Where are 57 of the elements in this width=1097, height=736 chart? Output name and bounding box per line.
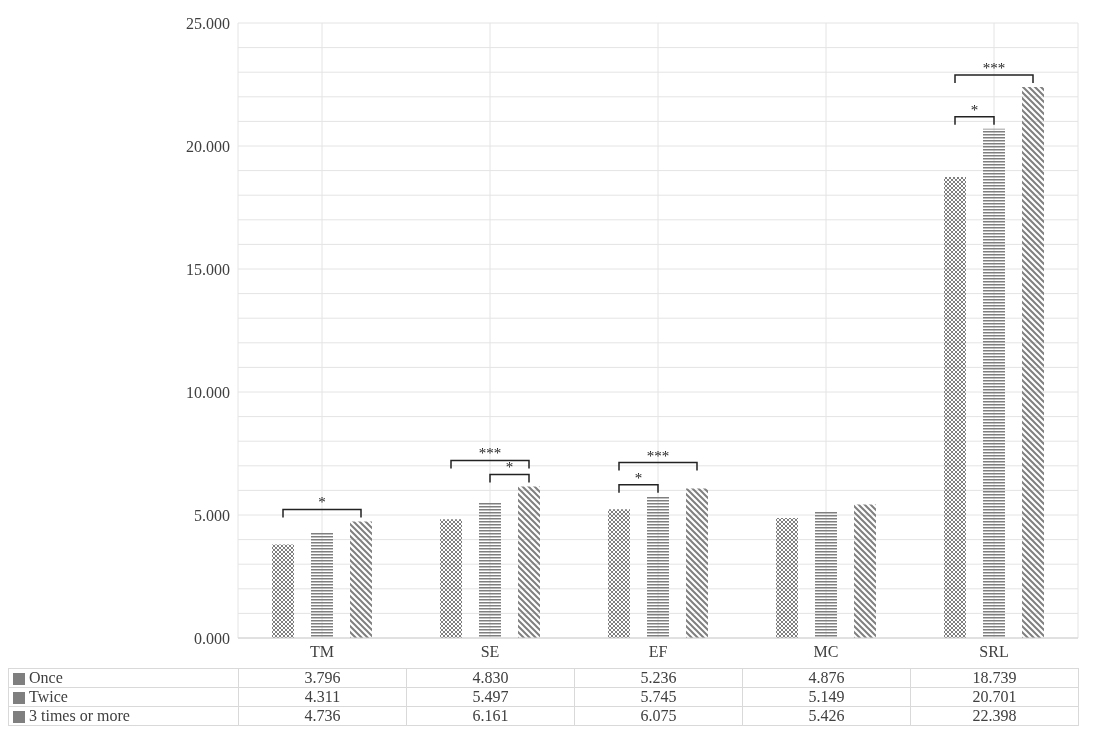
- x-tick-label: TM: [310, 643, 334, 661]
- y-tick-label: 10.000: [186, 383, 230, 401]
- bar: [1022, 87, 1044, 638]
- bar: [350, 521, 372, 638]
- data-label: 18.739: [910, 668, 1079, 688]
- significance-bracket: ***: [954, 60, 1034, 84]
- bar: [815, 511, 837, 638]
- annotation: *: [505, 459, 514, 476]
- legend-label: 3 times or more: [8, 706, 239, 726]
- data-label: 6.075: [574, 706, 743, 726]
- significance-bracket: *: [618, 469, 659, 494]
- annotation: *: [970, 101, 979, 118]
- annotation: ***: [478, 445, 502, 462]
- y-tick-label: 20.000: [186, 137, 230, 155]
- bar: [854, 504, 876, 638]
- data-label: 3.796: [238, 668, 407, 688]
- bar: [944, 177, 966, 638]
- y-tick-label: 5.000: [194, 506, 230, 524]
- legend-label: Twice: [8, 687, 239, 707]
- data-label: 5.745: [574, 687, 743, 707]
- y-tick-label: 15.000: [186, 260, 230, 278]
- y-tick-label: 25.000: [186, 14, 230, 32]
- data-label: 22.398: [910, 706, 1079, 726]
- data-label: 4.876: [742, 668, 911, 688]
- data-label: 4.311: [238, 687, 407, 707]
- legend-label: Once: [8, 668, 239, 688]
- significance-bracket: *: [282, 494, 362, 519]
- data-label: 5.497: [406, 687, 575, 707]
- x-tick-label: MC: [813, 643, 839, 661]
- annotation: ***: [982, 60, 1006, 77]
- bar: [686, 488, 708, 638]
- bar: [518, 486, 540, 638]
- data-label: 5.236: [574, 668, 743, 688]
- significance-bracket: ***: [618, 447, 698, 472]
- bar: [983, 128, 1005, 638]
- annotation: *: [634, 469, 643, 486]
- bar: [608, 509, 630, 638]
- annotation: ***: [646, 447, 670, 464]
- x-tick-label: SE: [480, 643, 500, 661]
- y-tick-label: 0.000: [194, 629, 230, 647]
- bar: [776, 518, 798, 638]
- data-label: 6.161: [406, 706, 575, 726]
- data-label: 20.701: [910, 687, 1079, 707]
- data-label: 5.149: [742, 687, 911, 707]
- bar: [479, 502, 501, 638]
- significance-bracket: *: [954, 101, 995, 126]
- bar: [272, 544, 294, 638]
- annotation: *: [318, 494, 326, 511]
- x-tick-label: SRL: [979, 643, 1009, 661]
- bar: [440, 519, 462, 638]
- data-label: 5.426: [742, 706, 911, 726]
- data-label: 4.830: [406, 668, 575, 688]
- significance-bracket: *: [489, 459, 530, 484]
- data-label: 4.736: [238, 706, 407, 726]
- bar: [647, 496, 669, 638]
- bar: [311, 531, 333, 638]
- x-tick-label: EF: [648, 643, 668, 661]
